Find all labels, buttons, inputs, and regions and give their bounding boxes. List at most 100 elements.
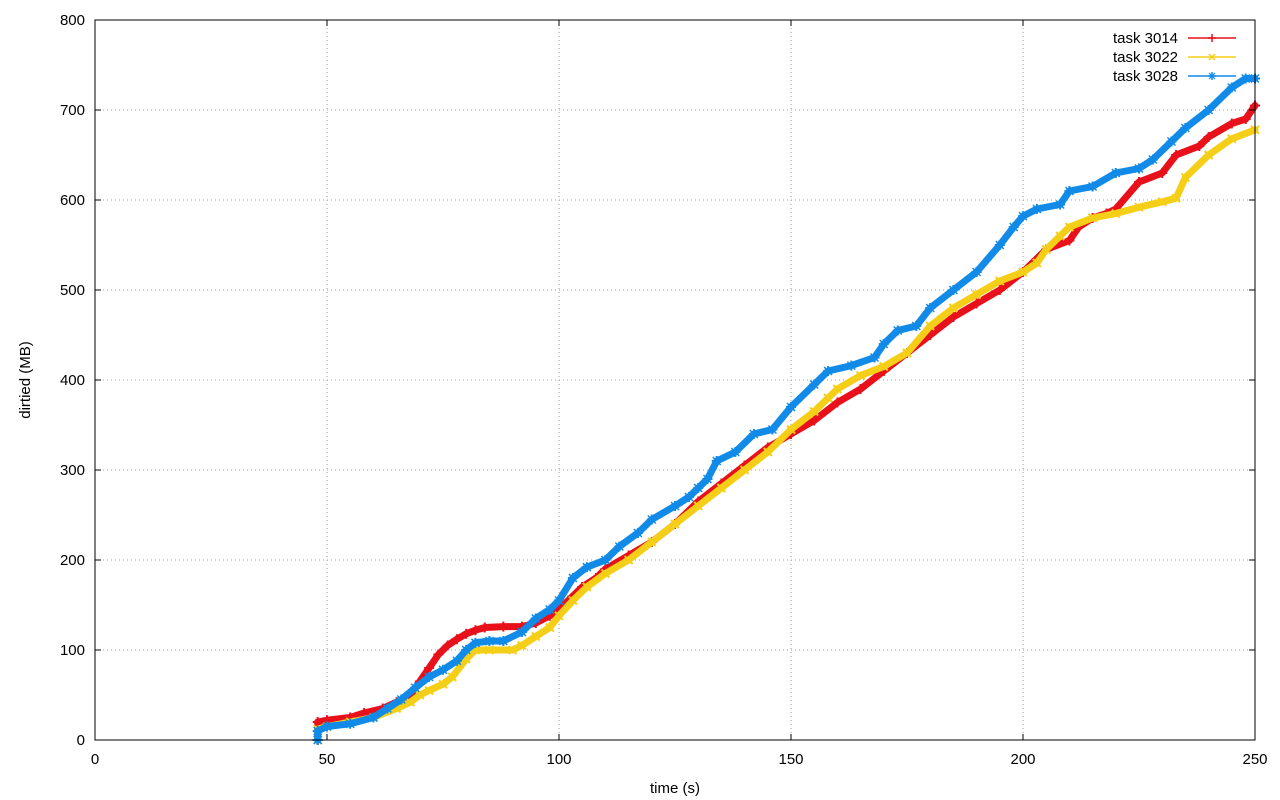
data-point bbox=[1134, 177, 1144, 187]
data-point bbox=[855, 384, 866, 394]
data-point bbox=[484, 636, 495, 646]
data-point bbox=[424, 663, 435, 673]
series-task-3022 bbox=[313, 125, 1260, 745]
y-tick-label: 600 bbox=[60, 192, 85, 209]
data-point bbox=[647, 537, 657, 547]
data-point bbox=[396, 694, 407, 705]
data-point bbox=[878, 339, 889, 349]
data-point bbox=[1203, 150, 1214, 160]
data-point bbox=[809, 379, 820, 390]
data-point bbox=[554, 611, 564, 621]
data-point bbox=[312, 717, 323, 727]
x-tick-label: 50 bbox=[319, 751, 336, 768]
data-point bbox=[345, 718, 356, 729]
data-point bbox=[438, 664, 448, 675]
data-point bbox=[1064, 235, 1075, 246]
data-point bbox=[479, 622, 490, 633]
data-point bbox=[322, 721, 332, 732]
data-point bbox=[823, 366, 834, 376]
data-point bbox=[879, 361, 889, 372]
data-point bbox=[516, 627, 527, 637]
data-point bbox=[470, 637, 481, 648]
data-point bbox=[1157, 197, 1167, 207]
y-tick-label: 700 bbox=[60, 102, 85, 119]
data-point bbox=[568, 595, 578, 606]
legend: task 3014 task 3022 task 3028 bbox=[1113, 30, 1236, 85]
data-point bbox=[869, 352, 880, 363]
data-point bbox=[442, 640, 453, 651]
data-point bbox=[530, 613, 541, 624]
data-point bbox=[925, 321, 935, 331]
data-point bbox=[1087, 213, 1098, 223]
data-point bbox=[498, 636, 509, 646]
data-point bbox=[846, 360, 857, 371]
data-point bbox=[1110, 168, 1121, 178]
data-point bbox=[600, 555, 611, 565]
data-point bbox=[739, 465, 750, 475]
data-point bbox=[911, 321, 922, 331]
data-point bbox=[711, 456, 722, 466]
data-point bbox=[786, 424, 796, 435]
y-tick-label: 200 bbox=[60, 552, 85, 569]
data-point bbox=[693, 501, 703, 511]
data-point bbox=[748, 429, 759, 439]
data-point bbox=[312, 726, 323, 736]
data-point bbox=[1018, 211, 1028, 222]
data-point bbox=[1018, 267, 1028, 277]
legend-item: task 3014 bbox=[1113, 30, 1236, 47]
data-point bbox=[405, 697, 416, 707]
x-tick-label: 200 bbox=[1010, 751, 1035, 768]
data-point bbox=[1226, 118, 1237, 129]
data-point bbox=[1180, 172, 1191, 183]
data-point bbox=[1055, 231, 1065, 241]
y-tick-label: 0 bbox=[77, 732, 85, 749]
data-point bbox=[1147, 154, 1158, 165]
data-point bbox=[646, 514, 657, 525]
data-point bbox=[670, 519, 680, 529]
data-point bbox=[461, 628, 472, 639]
data-point bbox=[451, 655, 462, 666]
data-point bbox=[1134, 163, 1144, 174]
data-point bbox=[1087, 181, 1098, 192]
data-point bbox=[410, 682, 421, 693]
data-point bbox=[767, 424, 778, 435]
data-point bbox=[693, 483, 704, 493]
data-point bbox=[925, 303, 936, 313]
data-point bbox=[1055, 199, 1066, 210]
data-point bbox=[415, 690, 425, 700]
data-point bbox=[517, 640, 527, 651]
data-point bbox=[1111, 208, 1121, 219]
series-task-3028 bbox=[312, 73, 1260, 745]
data-point bbox=[433, 649, 444, 660]
data-point bbox=[424, 685, 434, 696]
data-point bbox=[1203, 132, 1214, 142]
data-point bbox=[1041, 244, 1051, 255]
data-point bbox=[531, 631, 541, 642]
data-point bbox=[1032, 258, 1042, 268]
data-point bbox=[716, 483, 727, 493]
data-point bbox=[809, 406, 819, 417]
y-tick-label: 800 bbox=[60, 12, 85, 29]
data-point bbox=[1240, 114, 1251, 124]
data-point bbox=[1227, 134, 1237, 144]
data-point bbox=[786, 402, 796, 412]
data-point bbox=[702, 474, 713, 484]
data-point bbox=[971, 267, 982, 277]
data-point bbox=[600, 568, 611, 579]
data-point bbox=[368, 712, 379, 723]
data-point bbox=[545, 622, 555, 633]
data-point bbox=[544, 604, 555, 615]
legend-item: task 3028 bbox=[1113, 68, 1236, 85]
data-point bbox=[554, 595, 564, 606]
data-point bbox=[498, 621, 509, 632]
data-point bbox=[1064, 186, 1075, 196]
y-tick-label: 300 bbox=[60, 462, 85, 479]
data-point bbox=[567, 573, 578, 583]
data-point bbox=[461, 645, 472, 655]
data-point bbox=[1157, 168, 1168, 178]
series-layer bbox=[312, 73, 1260, 745]
data-point bbox=[730, 447, 741, 457]
data-point bbox=[994, 240, 1005, 250]
y-tick-label: 500 bbox=[60, 282, 85, 299]
